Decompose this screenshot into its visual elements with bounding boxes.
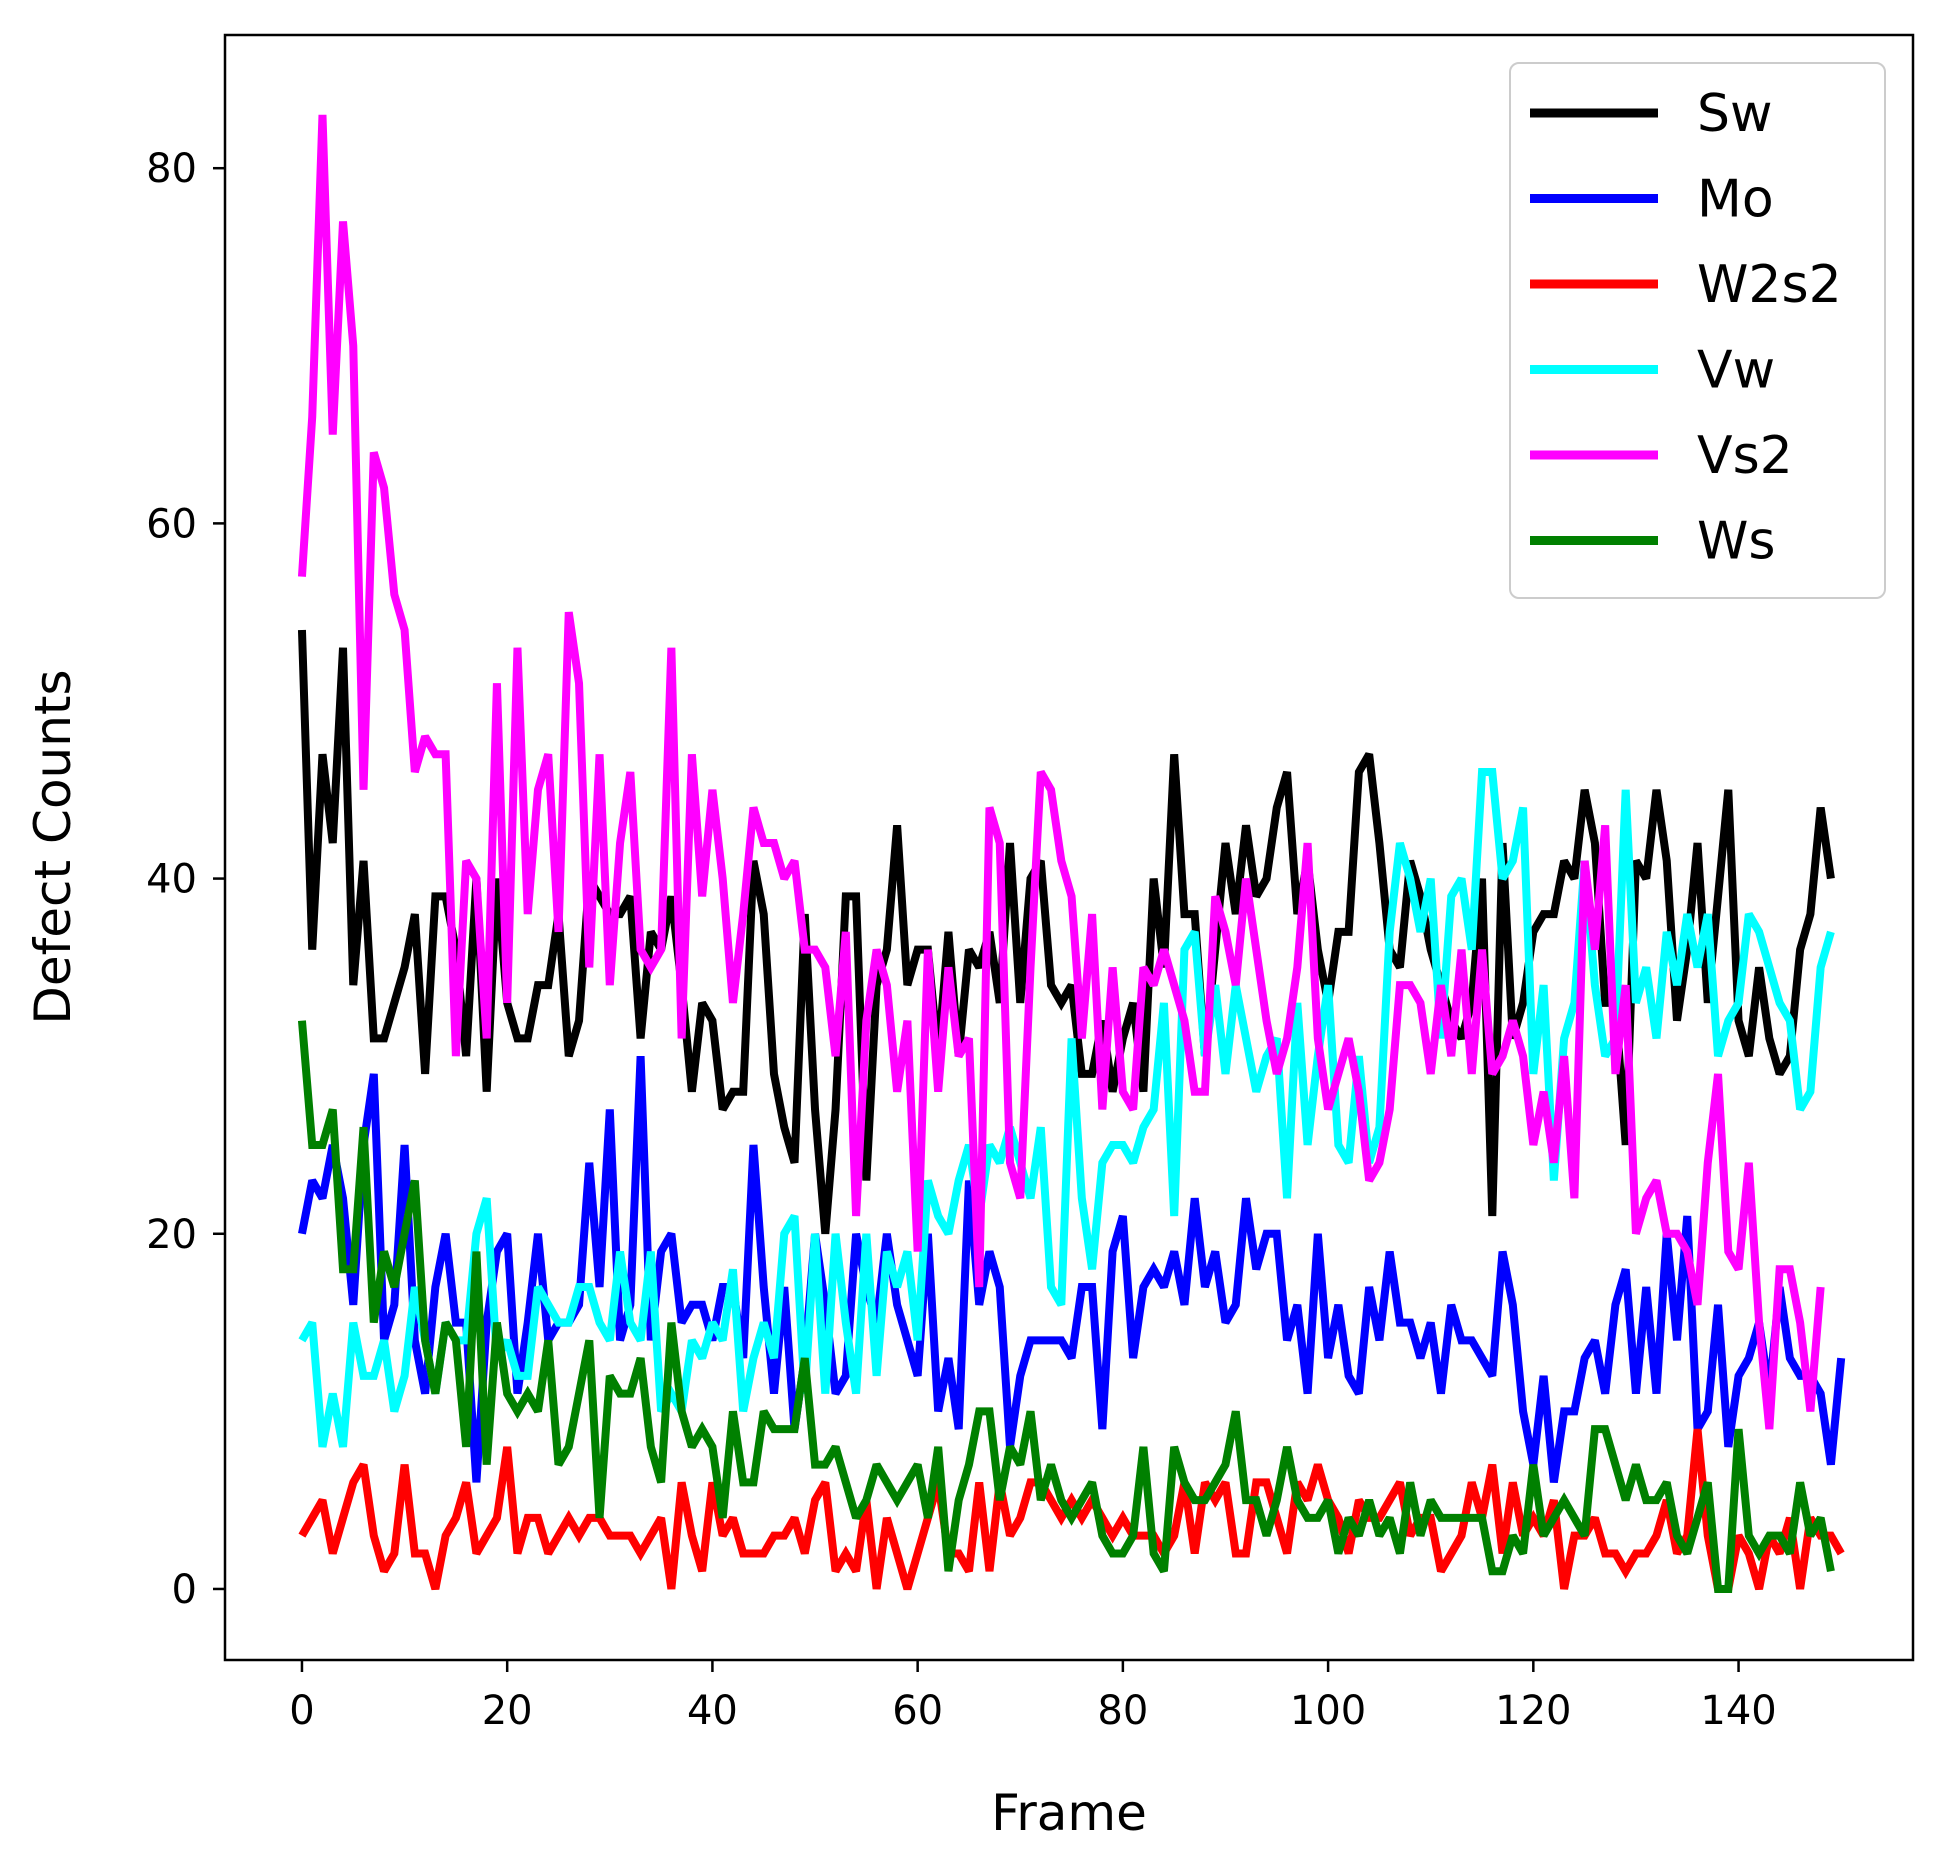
y-tick-label: 60: [146, 501, 197, 547]
y-tick-label: 80: [146, 146, 197, 192]
legend: Sw Mo W2s2 Vw Vs2 Ws: [1509, 62, 1886, 599]
y-tick-label: 40: [146, 857, 197, 903]
y-axis-label: Defect Counts: [24, 669, 82, 1024]
series-lines: [297, 114, 1846, 1593]
x-tick-label: 100: [1290, 1688, 1366, 1734]
x-axis-ticks: 0 20 40 60 80 100 120 140: [289, 1660, 1777, 1734]
legend-label-sw: Sw: [1697, 84, 1773, 144]
x-axis-label: Frame: [991, 1784, 1147, 1842]
legend-label-ws: Ws: [1697, 512, 1776, 572]
y-tick-label: 20: [146, 1212, 197, 1258]
x-tick-label: 40: [687, 1688, 738, 1734]
legend-label-w2s2: W2s2: [1697, 255, 1842, 315]
y-axis-ticks: 0 20 40 60 80: [146, 146, 225, 1613]
x-tick-label: 0: [289, 1688, 314, 1734]
legend-label-vs2: Vs2: [1697, 426, 1793, 486]
x-tick-label: 140: [1700, 1688, 1776, 1734]
series-line-vs2: [297, 114, 1825, 1430]
legend-label-mo: Mo: [1697, 170, 1774, 230]
x-tick-label: 80: [1097, 1688, 1148, 1734]
y-tick-label: 0: [172, 1567, 197, 1613]
plot-frame: [223, 33, 1915, 1662]
series-line-vw: [298, 768, 1835, 1448]
series-line-ws: [297, 1020, 1835, 1593]
legend-label-vw: Vw: [1697, 341, 1775, 401]
x-tick-label: 20: [482, 1688, 533, 1734]
x-tick-label: 120: [1495, 1688, 1571, 1734]
x-tick-label: 60: [892, 1688, 943, 1734]
